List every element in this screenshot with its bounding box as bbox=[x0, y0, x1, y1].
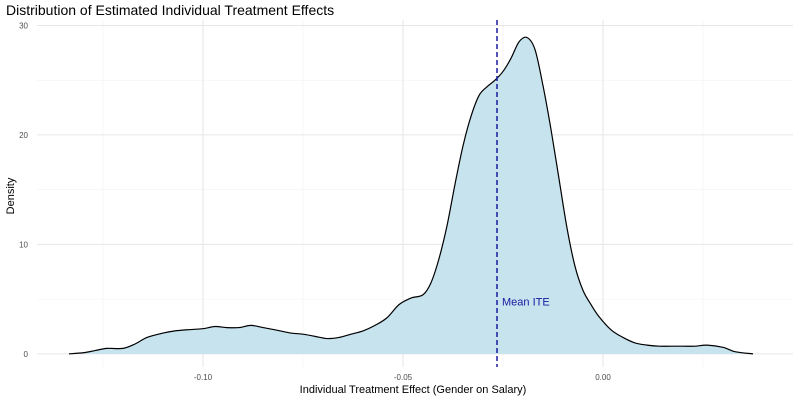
y-tick-label: 20 bbox=[19, 131, 28, 140]
density-curve bbox=[68, 36, 754, 355]
x-tick-label: -0.05 bbox=[394, 373, 413, 382]
chart-title: Distribution of Estimated Individual Tre… bbox=[6, 2, 334, 18]
y-tick-label: 30 bbox=[19, 21, 28, 30]
annotation-layer: Mean ITE bbox=[496, 20, 550, 367]
tick-labels: -0.10 -0.05 0.00 0 10 20 30 bbox=[19, 21, 611, 382]
x-axis-title: Individual Treatment Effect (Gender on S… bbox=[300, 384, 527, 396]
density-fill bbox=[69, 37, 753, 354]
x-tick-label: 0.00 bbox=[595, 373, 611, 382]
y-tick-label: 0 bbox=[24, 350, 29, 359]
y-tick-label: 10 bbox=[19, 240, 28, 249]
mean-ite-label: Mean ITE bbox=[502, 296, 550, 308]
density-area bbox=[68, 36, 754, 355]
y-axis-title: Density bbox=[5, 177, 17, 214]
x-tick-label: -0.10 bbox=[194, 373, 213, 382]
